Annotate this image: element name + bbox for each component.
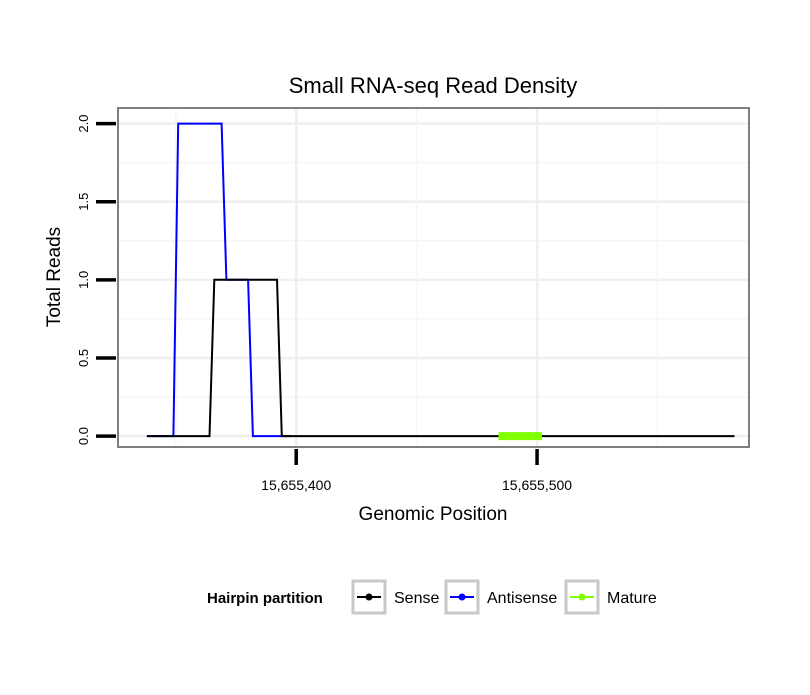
legend-title: Hairpin partition: [207, 590, 323, 607]
legend-key-dot: [578, 593, 586, 601]
plot-panel-border: [117, 107, 750, 448]
x-tick-label: 15,655,400: [261, 477, 331, 493]
series-line-sense: [146, 278, 735, 438]
x-axis: 15,655,400 15,655,500: [261, 449, 572, 493]
legend-item-mature: Mature: [564, 579, 657, 615]
legend-item-label: Mature: [607, 590, 657, 607]
x-axis-title: Genomic Position: [359, 504, 508, 525]
legend-key-dot: [458, 593, 466, 601]
legend-item-label: Antisense: [487, 590, 557, 607]
legend-item-sense: Sense: [351, 579, 439, 615]
grid: [118, 108, 749, 447]
series-line-antisense: [146, 122, 292, 438]
legend-key-dot: [365, 593, 373, 601]
y-tick-label: 0.5: [76, 349, 91, 367]
legend: Hairpin partition Sense Antisense Mature: [207, 579, 657, 615]
y-axis-title: Total Reads: [44, 227, 65, 327]
y-axis: 0.0 0.5 1.0 1.5 2.0: [76, 115, 116, 445]
legend-item-label: Sense: [394, 590, 439, 607]
y-tick-label: 1.5: [76, 193, 91, 211]
y-tick-label: 1.0: [76, 271, 91, 289]
chart-title: Small RNA-seq Read Density: [289, 73, 578, 98]
x-tick-label: 15,655,500: [502, 477, 572, 493]
y-tick-label: 0.0: [76, 427, 91, 445]
series-group: [146, 122, 735, 441]
legend-item-antisense: Antisense: [444, 579, 557, 615]
y-tick-label: 2.0: [76, 115, 91, 133]
